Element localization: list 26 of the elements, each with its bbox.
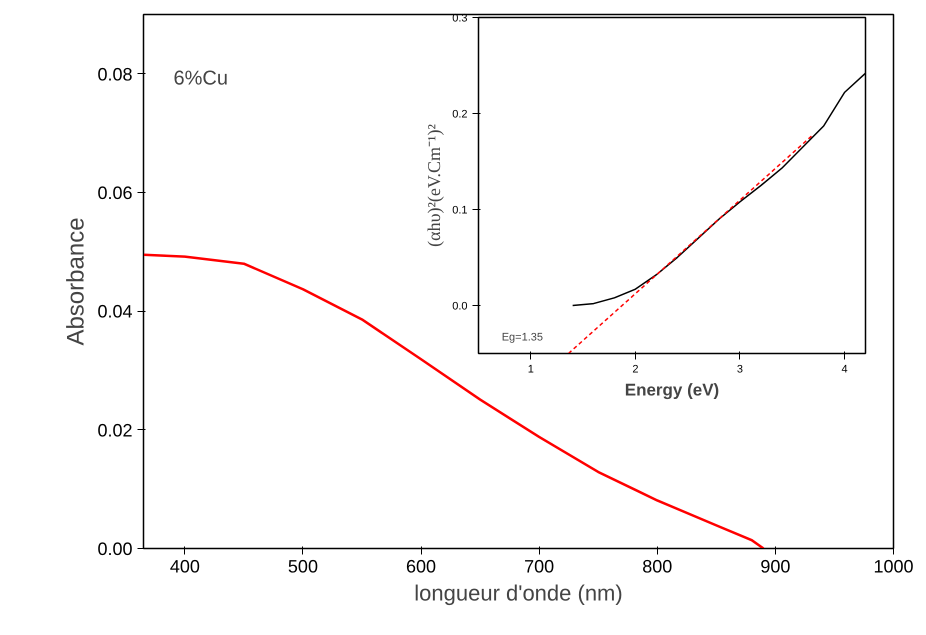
y-axis-title: Absorbance xyxy=(62,217,90,346)
x-tick-label: 800 xyxy=(642,556,672,576)
annotation: 6%Cu xyxy=(174,67,228,90)
x-tick-label: 3 xyxy=(736,364,744,376)
x-axis-title: Energy (eV) xyxy=(624,380,720,400)
x-axis-title: longueur d'onde (nm) xyxy=(414,580,623,606)
annotation: Eg=1.35 xyxy=(502,331,544,344)
x-tick-label: 1000 xyxy=(873,556,914,576)
x-tick-label: 600 xyxy=(406,556,436,576)
x-tick-label: 500 xyxy=(288,556,318,576)
y-tick-label: 0.02 xyxy=(97,420,133,440)
y-tick-label: 0.08 xyxy=(97,64,133,84)
y-tick-label: 0.1 xyxy=(452,204,468,216)
x-tick-label: 4 xyxy=(842,364,848,376)
x-tick-label: 900 xyxy=(760,556,790,576)
x-tick-label: 2 xyxy=(632,364,638,376)
x-tick-label: 1 xyxy=(528,364,534,376)
line-series xyxy=(144,254,765,548)
y-tick-label: 0.00 xyxy=(97,539,133,559)
y-tick-label: 0.2 xyxy=(452,108,468,120)
y-tick-label: 0.0 xyxy=(452,300,468,312)
y-tick-label: 0.04 xyxy=(97,302,133,322)
x-tick-label: 400 xyxy=(170,556,200,576)
y-tick-label: 0.06 xyxy=(97,183,133,203)
x-tick-label: 700 xyxy=(524,556,554,576)
y-axis-title: (αhυ)²(eV.Cm⁻¹)² xyxy=(424,124,444,247)
